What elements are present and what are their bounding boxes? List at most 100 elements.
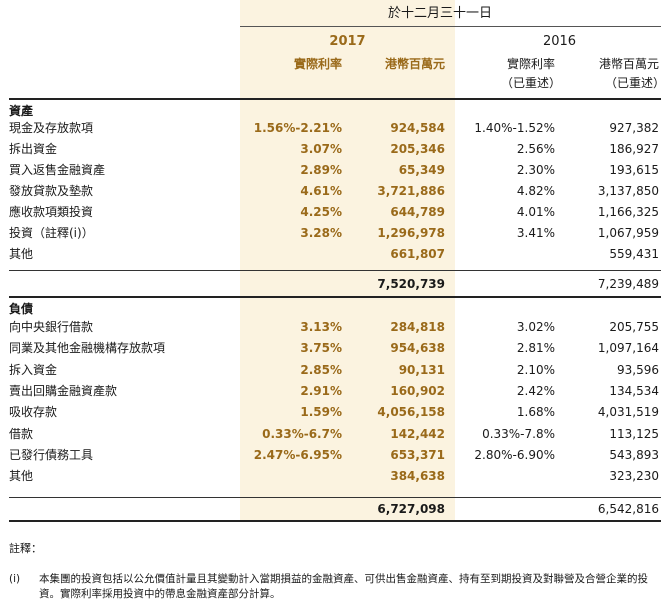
row-label: 投資（註釋(i)）: [9, 226, 94, 240]
amount-2016: 559,431: [609, 247, 659, 261]
amount-2017: 4,056,158: [377, 405, 445, 420]
amount-2016: 927,382: [609, 121, 659, 135]
rate-2017: 3.28%: [300, 226, 342, 240]
table-row: 已發行債務工具 2.47%-6.95% 653,371 2.80%-6.90% 543,…: [0, 446, 667, 465]
notes-title: 註釋：: [9, 542, 42, 555]
table-row: 向中央銀行借款 3.13% 284,818 3.02% 205,755: [0, 318, 667, 337]
amount-2016: 113,125: [609, 426, 659, 441]
note-text: 本集團的投資包括以公允價值計量且其變動計入當期損益的金融資產、可供出售金融資產、…: [39, 573, 648, 600]
table-row: 投資（註釋(i)） 3.28% 1,296,978 3.41% 1,067,959: [0, 224, 667, 243]
amount-2016: 1,067,959: [597, 226, 659, 240]
liabilities-total-rule: [9, 520, 661, 522]
rate-2016: 2.10%: [516, 362, 555, 377]
amount-2016: 543,893: [609, 447, 659, 462]
assets-section-title: 資產: [9, 104, 34, 118]
rate-2016: 2.30%: [516, 163, 555, 177]
amount-2017: 644,789: [390, 205, 445, 219]
amount-2016: 205,755: [609, 320, 659, 334]
rate-2017: 3.07%: [300, 142, 342, 156]
row-label: 應收款項類投資: [9, 205, 94, 219]
assets-total-2016: 7,239,489: [597, 277, 659, 291]
rate-2017: 2.47%-6.95%: [253, 447, 342, 462]
amount-2016: 4,031,519: [597, 405, 659, 420]
highlight-column-2017: [240, 0, 455, 520]
row-label: 賣出回購金融資產款: [9, 383, 118, 398]
table-row: 吸收存款 1.59% 4,056,158 1.68% 4,031,519: [0, 403, 667, 422]
col-rate-2016-restated: （已重述）: [500, 76, 561, 90]
rate-2017: 3.13%: [300, 320, 342, 334]
liabilities-subtotal-rule: [9, 497, 661, 498]
table-row: 發放貸款及墊款 4.61% 3,721,886 4.82% 3,137,850: [0, 182, 667, 201]
row-label: 同業及其他金融機構存放款項: [9, 341, 166, 356]
table-row: 拆出資金 3.07% 205,346 2.56% 186,927: [0, 140, 667, 159]
col-rate-2016: 實際利率: [506, 57, 555, 71]
row-label: 其他: [9, 469, 34, 484]
amount-2016: 323,230: [609, 469, 659, 484]
rate-2016: 2.42%: [516, 383, 555, 398]
liabilities-section-title: 負債: [9, 302, 34, 316]
table-row: 現金及存放款項 1.56%-2.21% 924,584 1.40%-1.52% 927,…: [0, 119, 667, 138]
row-label: 買入返售金融資產: [9, 163, 106, 177]
table-row: 同業及其他金融機構存放款項 3.75% 954,638 2.81% 1,097,164: [0, 339, 667, 358]
rate-2016: 3.02%: [516, 320, 555, 334]
amount-2017: 384,638: [390, 469, 445, 484]
table-row: 拆入資金 2.85% 90,131 2.10% 93,596: [0, 361, 667, 380]
table-row: 其他 661,807 559,431: [0, 245, 667, 264]
amount-2017: 1,296,978: [377, 226, 445, 240]
amount-2016: 193,615: [609, 163, 659, 177]
rate-2016: 0.33%-7.8%: [482, 426, 555, 441]
table-row: 應收款項類投資 4.25% 644,789 4.01% 1,166,325: [0, 203, 667, 222]
amount-2016: 1,097,164: [597, 341, 659, 356]
amount-2017: 90,131: [398, 362, 445, 377]
table-top-rule: [9, 98, 661, 100]
amount-2017: 661,807: [390, 247, 445, 261]
amount-2017: 653,371: [390, 447, 445, 462]
amount-2017: 205,346: [390, 142, 445, 156]
amount-2017: 142,442: [390, 426, 445, 441]
row-label: 現金及存放款項: [9, 121, 94, 135]
year-2017: 2017: [329, 34, 366, 49]
assets-total-2017: 7,520,739: [377, 277, 445, 291]
rate-2016: 1.40%-1.52%: [474, 121, 555, 135]
amount-2017: 160,902: [390, 383, 445, 398]
rate-2016: 4.01%: [516, 205, 555, 219]
col-rate-2017: 實際利率: [293, 57, 342, 71]
rate-2016: 4.82%: [516, 184, 555, 198]
row-label: 其他: [9, 247, 34, 261]
amount-2016: 134,534: [609, 383, 659, 398]
rate-2017: 2.89%: [300, 163, 342, 177]
row-label: 吸收存款: [9, 405, 58, 420]
header-rule: [240, 26, 661, 27]
amount-2017: 954,638: [390, 341, 445, 356]
col-amt-2016-restated: （已重述）: [604, 76, 665, 90]
rate-2016: 2.80%-6.90%: [474, 447, 555, 462]
table-row: 賣出回購金融資產款 2.91% 160,902 2.42% 134,534: [0, 382, 667, 401]
rate-2017: 1.59%: [300, 405, 342, 420]
rate-2017: 2.85%: [300, 362, 342, 377]
period-header: 於十二月三十一日: [387, 6, 492, 21]
liabilities-total-2016: 6,542,816: [597, 502, 659, 516]
rate-2017: 4.25%: [300, 205, 342, 219]
col-amt-2016: 港幣百萬元: [598, 57, 659, 71]
row-label: 已發行債務工具: [9, 447, 94, 462]
row-label: 拆出資金: [9, 142, 58, 156]
rate-2017: 1.56%-2.21%: [253, 121, 342, 135]
amount-2016: 3,137,850: [597, 184, 659, 198]
amount-2017: 924,584: [390, 121, 445, 135]
assets-subtotal-rule: [9, 270, 661, 271]
rate-2016: 2.81%: [516, 341, 555, 356]
rate-2017: 2.91%: [300, 383, 342, 398]
amount-2016: 186,927: [609, 142, 659, 156]
note-marker: (i): [9, 573, 21, 585]
amount-2017: 284,818: [390, 320, 445, 334]
amount-2017: 3,721,886: [377, 184, 445, 198]
liabilities-total-2017: 6,727,098: [377, 502, 445, 516]
assets-total-rule: [9, 296, 661, 298]
col-amt-2017: 港幣百萬元: [384, 57, 445, 71]
rate-2016: 2.56%: [516, 142, 555, 156]
rate-2017: 0.33%-6.7%: [262, 426, 342, 441]
rate-2016: 1.68%: [516, 405, 555, 420]
rate-2017: 3.75%: [300, 341, 342, 356]
row-label: 發放貸款及墊款: [9, 184, 94, 198]
table-row: 買入返售金融資產 2.89% 65,349 2.30% 193,615: [0, 161, 667, 180]
